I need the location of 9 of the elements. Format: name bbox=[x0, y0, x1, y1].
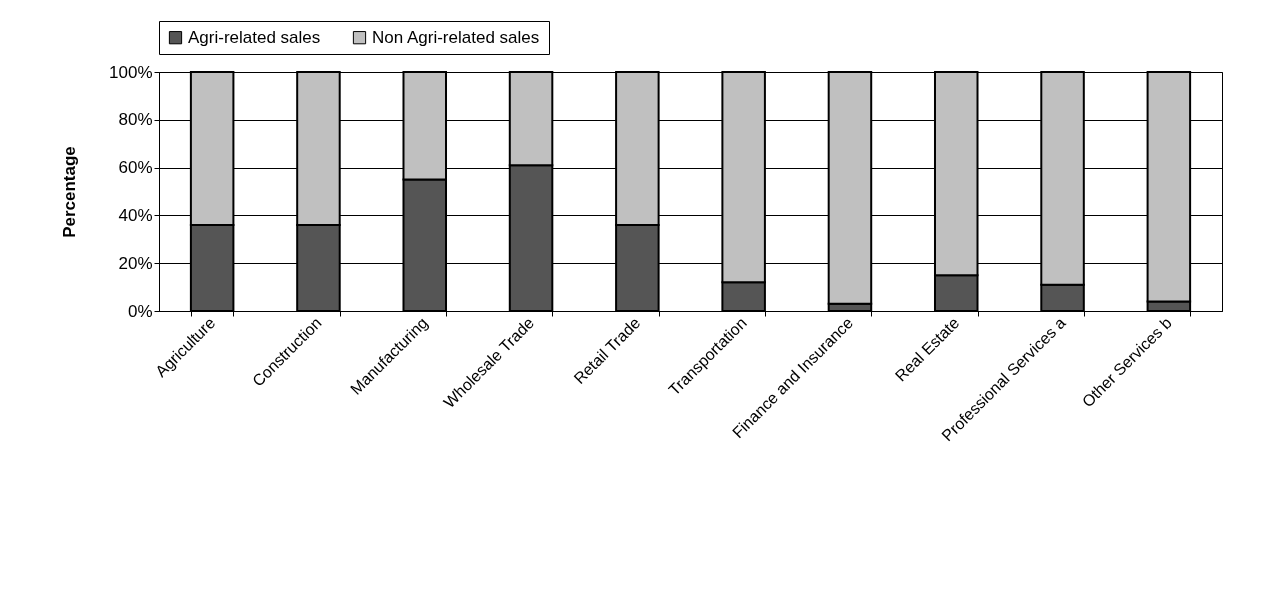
y-axis-title: Percentage bbox=[60, 146, 80, 238]
y-tick-label: 40% bbox=[118, 205, 153, 225]
legend-label: Non Agri-related sales bbox=[372, 27, 540, 47]
y-tick-label: 80% bbox=[118, 110, 153, 130]
legend-label: Agri-related sales bbox=[188, 27, 321, 47]
y-tick-label: 60% bbox=[118, 158, 153, 178]
y-tick-label: 100% bbox=[109, 62, 153, 82]
y-tick-label: 20% bbox=[118, 253, 153, 273]
y-tick-label: 0% bbox=[127, 301, 153, 321]
